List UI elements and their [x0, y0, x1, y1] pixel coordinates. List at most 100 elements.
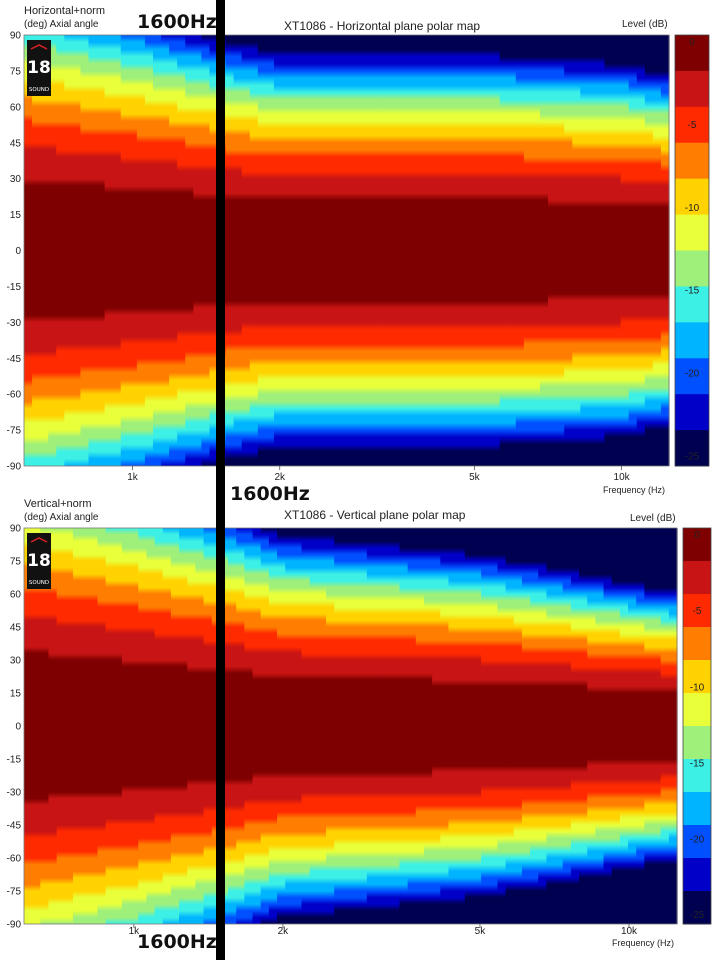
frequency-marker-label-bottom: 1600Hz	[137, 931, 217, 953]
heatmap-strip	[374, 528, 384, 924]
heatmap-strip	[456, 528, 466, 924]
frequency-axis-label: Frequency (Hz)	[612, 938, 674, 948]
heatmap-strip	[604, 35, 614, 466]
heatmap-strip	[80, 35, 90, 466]
colorbar-band	[675, 160, 709, 180]
colorbar-tick-label: -20	[685, 369, 700, 380]
y-tick-label: -60	[7, 390, 22, 401]
x-tick-label: 10k	[614, 472, 631, 483]
colorbar-band	[675, 394, 709, 413]
heatmap-strip	[459, 35, 469, 466]
heatmap-strip	[225, 35, 235, 466]
colorbar-tick-label: -15	[690, 759, 705, 770]
heatmap-strip	[120, 35, 130, 466]
heatmap-strip	[24, 528, 33, 924]
heatmap-strip	[154, 528, 164, 924]
colorbar-band	[683, 660, 711, 677]
heatmap-strip	[530, 528, 539, 924]
colorbar-band	[683, 808, 711, 826]
colorbar-band	[683, 759, 711, 776]
heatmap-strip	[572, 35, 581, 466]
heatmap-strip	[265, 35, 275, 466]
heatmap-strip	[195, 528, 205, 924]
y-tick-label: -15	[7, 282, 22, 293]
colorbar-frame	[682, 527, 712, 925]
heatmap-strip	[88, 35, 98, 466]
colorbar-band	[683, 594, 711, 611]
colorbar-band	[675, 124, 709, 144]
heatmap-strip	[193, 35, 202, 466]
heatmap-strip	[407, 528, 417, 924]
y-tick-label: 0	[15, 722, 21, 733]
colorbar-band	[683, 709, 711, 727]
colorbar-band	[683, 874, 711, 892]
frequency-marker-line	[216, 0, 225, 960]
y-tick-label: -75	[7, 426, 22, 437]
heatmap-strip	[130, 528, 139, 924]
colorbar-tick-label: -10	[690, 682, 705, 693]
colorbar-band	[683, 775, 711, 793]
heatmap-strip	[64, 528, 74, 924]
heatmap-strip	[236, 528, 245, 924]
y-axis-label-line2: (deg) Axial angle	[24, 512, 99, 523]
colorbar-band	[683, 544, 711, 562]
plot-frame	[23, 34, 670, 467]
heatmap-strip	[499, 35, 509, 466]
colorbar-band	[683, 792, 711, 809]
colorbar-band	[675, 304, 709, 323]
heatmap-strip	[201, 35, 211, 466]
heatmap-strip	[249, 35, 259, 466]
colorbar-band	[675, 35, 709, 54]
heatmap-strip	[203, 528, 213, 924]
heatmap-strip	[40, 528, 50, 924]
level-label: Level (dB)	[630, 513, 676, 524]
colorbar: 0 -5 -10 -15 -20 -25	[674, 34, 710, 467]
logo-number: 18	[27, 551, 51, 571]
heatmap-strip	[489, 528, 499, 924]
y-axis-label-line1: Vertical+norm	[24, 498, 92, 510]
heatmap-strip	[556, 35, 565, 466]
heatmap-strip	[346, 35, 356, 466]
heatmap-strip	[564, 35, 573, 466]
y-axis-label-line2: (deg) Axial angle	[24, 19, 99, 30]
colorbar-band	[675, 232, 709, 251]
frequency-axis-label: Frequency (Hz)	[603, 485, 665, 495]
y-tick-label: -90	[7, 920, 22, 931]
heatmap-strip	[113, 528, 123, 924]
heatmap-strip	[128, 35, 138, 466]
logo-word: SOUND	[29, 87, 49, 93]
colorbar-band	[683, 907, 711, 925]
heatmap-strip	[580, 35, 589, 466]
y-tick-label: 75	[10, 66, 22, 77]
heatmap-strip	[394, 35, 404, 466]
heatmap-strip	[570, 528, 580, 924]
colorbar-tick-label: 0	[689, 37, 695, 48]
y-axis-label-line1: Horizontal+norm	[24, 5, 105, 17]
heatmap-strip	[290, 35, 299, 466]
heatmap-strip	[427, 35, 436, 466]
heatmap-strip	[399, 528, 409, 924]
y-tick-label: 90	[10, 524, 22, 535]
y-tick-label: -45	[7, 354, 22, 365]
heatmap-strip	[448, 528, 458, 924]
heatmap-strip	[546, 528, 556, 924]
heatmap-strip	[378, 35, 388, 466]
frequency-marker-label-top: 1600Hz	[137, 11, 217, 33]
heatmap-strip	[170, 528, 180, 924]
heatmap-strip	[56, 35, 65, 466]
heatmap-strip	[244, 528, 254, 924]
heatmap-strip	[419, 35, 428, 466]
colorbar-band	[683, 742, 711, 760]
heatmap-plot-area	[23, 527, 678, 925]
y-tick-label: -30	[7, 788, 22, 799]
heatmap-strip	[612, 35, 622, 466]
heatmap-strip	[104, 35, 114, 466]
y-tick-label: 60	[10, 102, 22, 113]
heatmap-strip	[644, 35, 654, 466]
heatmap-strip	[209, 35, 219, 466]
heatmap-strip	[611, 528, 621, 924]
heatmap-strip	[660, 528, 670, 924]
heatmap-strip	[366, 528, 376, 924]
heatmap-strip	[523, 35, 533, 466]
y-tick-label: 75	[10, 557, 22, 568]
